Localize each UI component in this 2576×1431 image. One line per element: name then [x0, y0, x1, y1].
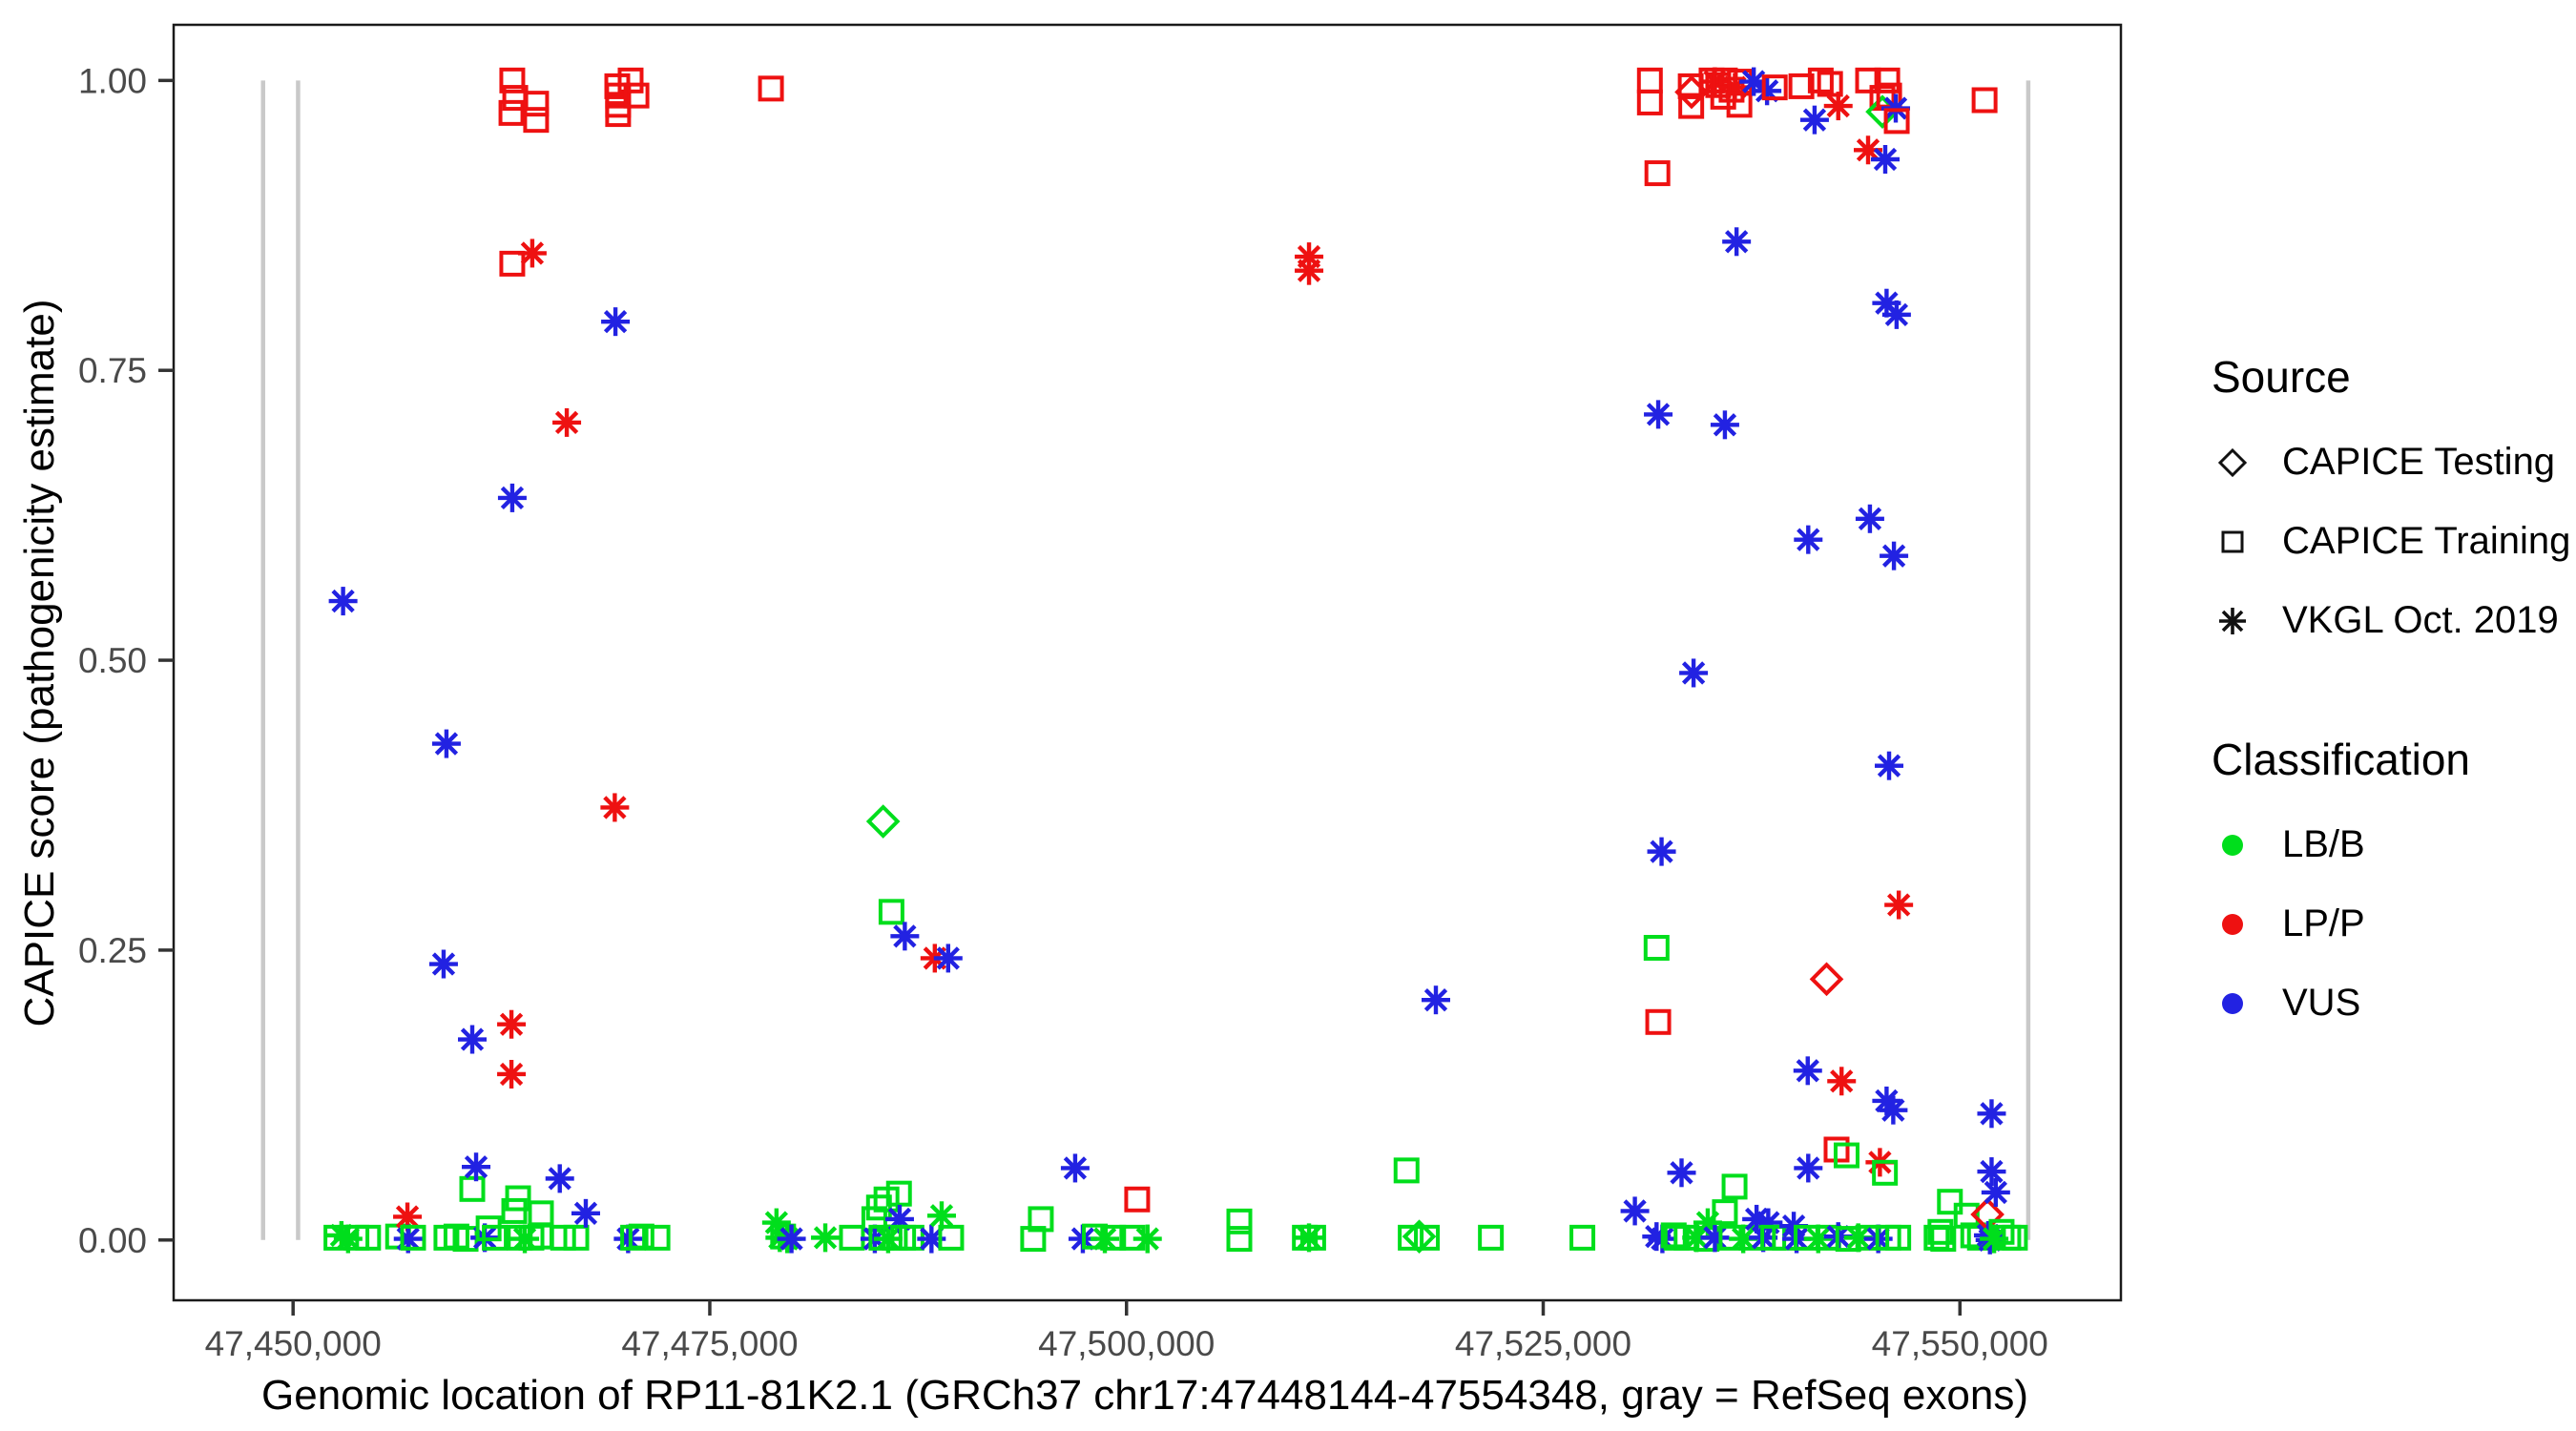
- svg-text:0.75: 0.75: [78, 351, 147, 390]
- x-axis-title: Genomic location of RP11-81K2.1 (GRCh37 …: [261, 1372, 2028, 1419]
- legend-source-block: Source CAPICE Testing CAPICE Training: [2212, 351, 2570, 642]
- svg-text:47,500,000: 47,500,000: [1038, 1324, 1215, 1363]
- legend-label: LP/P: [2282, 902, 2365, 944]
- legend-item-lbb: LB/B: [2212, 823, 2570, 866]
- legend-classification-title: Classification: [2212, 735, 2470, 784]
- svg-text:47,475,000: 47,475,000: [621, 1324, 798, 1363]
- asterisk-icon: [2219, 607, 2246, 634]
- legend-classification-block: Classification LB/B LP/P VUS: [2212, 734, 2570, 1025]
- vus-dot-icon: [2222, 992, 2243, 1014]
- legend-item-vkgl: VKGL Oct. 2019: [2212, 599, 2570, 642]
- legend-item-capice-training: CAPICE Training: [2212, 520, 2570, 563]
- svg-text:0.00: 0.00: [78, 1221, 147, 1260]
- legend-item-lpp: LP/P: [2212, 902, 2570, 945]
- svg-text:47,525,000: 47,525,000: [1455, 1324, 1631, 1363]
- lpp-dot-icon: [2222, 913, 2243, 935]
- svg-text:47,450,000: 47,450,000: [205, 1324, 382, 1363]
- y-axis-title: CAPICE score (pathogenicity estimate): [16, 299, 63, 1027]
- lbb-dot-icon: [2222, 834, 2243, 856]
- legend-label: VKGL Oct. 2019: [2282, 599, 2559, 641]
- legend-item-capice-testing: CAPICE Testing: [2212, 441, 2570, 484]
- svg-text:0.50: 0.50: [78, 641, 147, 680]
- legend-label: CAPICE Testing: [2282, 441, 2556, 483]
- legend-source-title: Source: [2212, 352, 2351, 402]
- legend-label: LB/B: [2282, 823, 2365, 865]
- square-icon: [2221, 530, 2244, 552]
- legend-label: CAPICE Training: [2282, 520, 2571, 562]
- legend-item-vus: VUS: [2212, 982, 2570, 1025]
- svg-text:47,550,000: 47,550,000: [1872, 1324, 2048, 1363]
- svg-text:1.00: 1.00: [78, 61, 147, 100]
- legend: Source CAPICE Testing CAPICE Training: [2212, 351, 2570, 1061]
- svg-text:0.25: 0.25: [78, 931, 147, 970]
- diamond-icon: [2217, 447, 2248, 477]
- legend-label: VUS: [2282, 982, 2361, 1024]
